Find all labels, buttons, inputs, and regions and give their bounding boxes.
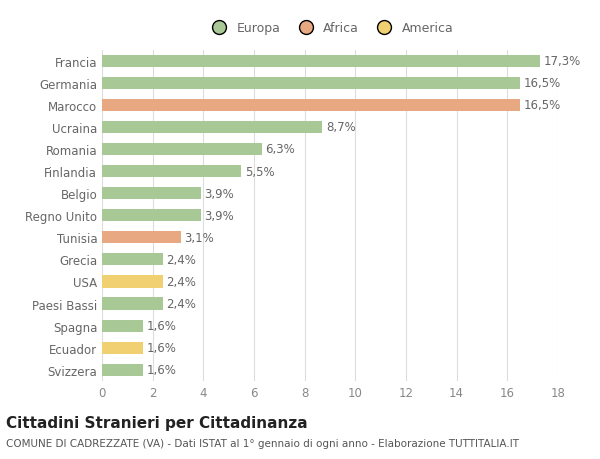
Bar	[102, 232, 181, 244]
Text: COMUNE DI CADREZZATE (VA) - Dati ISTAT al 1° gennaio di ogni anno - Elaborazione: COMUNE DI CADREZZATE (VA) - Dati ISTAT a…	[6, 438, 519, 448]
Text: 3,9%: 3,9%	[205, 187, 235, 200]
Bar	[102, 56, 540, 67]
Bar	[102, 144, 262, 156]
Text: 1,6%: 1,6%	[146, 319, 176, 332]
Text: 2,4%: 2,4%	[167, 253, 196, 266]
Bar	[102, 254, 163, 266]
Text: 2,4%: 2,4%	[167, 297, 196, 310]
Bar	[102, 276, 163, 288]
Bar	[102, 210, 201, 222]
Text: 17,3%: 17,3%	[544, 55, 581, 68]
Bar	[102, 166, 241, 178]
Bar	[102, 188, 201, 200]
Bar	[102, 78, 520, 90]
Text: 8,7%: 8,7%	[326, 121, 356, 134]
Bar	[102, 320, 143, 332]
Bar	[102, 298, 163, 310]
Bar	[102, 100, 520, 112]
Text: 2,4%: 2,4%	[167, 275, 196, 288]
Bar	[102, 342, 143, 354]
Text: Cittadini Stranieri per Cittadinanza: Cittadini Stranieri per Cittadinanza	[6, 415, 308, 431]
Bar	[102, 364, 143, 376]
Text: 5,5%: 5,5%	[245, 165, 275, 178]
Text: 1,6%: 1,6%	[146, 341, 176, 354]
Text: 3,9%: 3,9%	[205, 209, 235, 222]
Text: 6,3%: 6,3%	[265, 143, 295, 156]
Text: 16,5%: 16,5%	[524, 77, 561, 90]
Bar	[102, 122, 322, 134]
Legend: Europa, Africa, America: Europa, Africa, America	[202, 17, 458, 40]
Text: 16,5%: 16,5%	[524, 99, 561, 112]
Text: 3,1%: 3,1%	[184, 231, 214, 244]
Text: 1,6%: 1,6%	[146, 364, 176, 376]
